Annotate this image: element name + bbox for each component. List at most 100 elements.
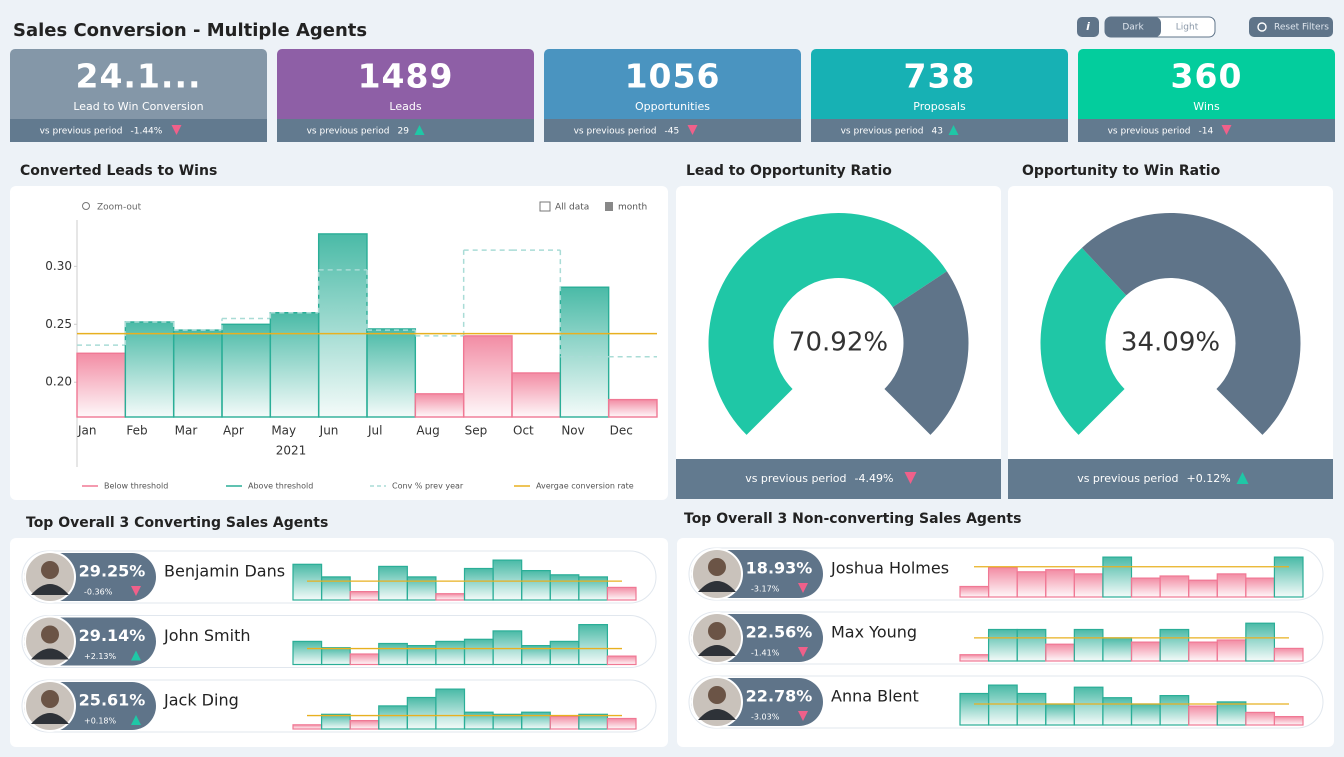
- agent-value: 22.56%: [746, 623, 813, 642]
- trend-arrow: [904, 472, 917, 484]
- gauge-strip: [676, 459, 1001, 499]
- spark-bar: [1045, 703, 1075, 726]
- gauge-rest-arc: [884, 271, 969, 435]
- kpi-label: Leads: [389, 100, 421, 113]
- theme-dark[interactable]: [1105, 17, 1161, 37]
- spark-bar: [349, 590, 380, 601]
- zoom-icon: [82, 202, 90, 210]
- spark-bar: [349, 719, 380, 730]
- spark-bar: [492, 630, 523, 666]
- spark-bar: [606, 655, 637, 666]
- x-tick-label: Jun: [319, 424, 339, 438]
- agent-delta: -3.03%: [751, 713, 780, 722]
- spark-bar: [578, 713, 609, 730]
- x-axis-label: 2021: [276, 444, 307, 458]
- x-tick-label: Sep: [465, 424, 488, 438]
- trend-arrow: [1221, 125, 1232, 135]
- kpi-strip: [544, 119, 801, 142]
- spark-bar: [463, 638, 494, 666]
- section-title: Converted Leads to Wins: [20, 163, 217, 179]
- section-title: Top Overall 3 Non-converting Sales Agent…: [684, 511, 1021, 527]
- kpi-strip: [811, 119, 1068, 142]
- spark-bar: [492, 559, 523, 601]
- kpi-value: 738: [904, 57, 976, 96]
- kpi-delta: -45: [665, 127, 680, 137]
- spark-bar: [1159, 694, 1190, 726]
- gauge-value: 34.09%: [1121, 328, 1220, 358]
- gauge-value: 70.92%: [789, 328, 888, 358]
- agent-photo-head: [708, 622, 726, 640]
- agent-name: Joshua Holmes: [830, 559, 949, 578]
- kpi-card: [10, 49, 267, 142]
- spark-bar: [1216, 573, 1247, 598]
- spark-bar: [463, 567, 494, 601]
- trend-arrow: [131, 715, 141, 725]
- theme-dark-label: Dark: [1122, 23, 1144, 33]
- x-tick-label: Jan: [77, 424, 97, 438]
- bar: [317, 233, 368, 418]
- kpi-strip: [10, 119, 267, 142]
- trend-arrow: [798, 647, 808, 657]
- kpi-strip: [1078, 119, 1335, 142]
- agent-delta: -3.17%: [751, 585, 780, 594]
- spark-bar: [1273, 647, 1304, 662]
- filter-data[interactable]: All data: [555, 203, 589, 213]
- kpi-compare: vs previous period: [574, 127, 657, 137]
- legend-label: Below threshold: [104, 482, 168, 491]
- x-tick-label: Aug: [416, 424, 439, 438]
- kpi-delta: -1.44%: [131, 127, 163, 137]
- spark-bar: [1188, 641, 1218, 662]
- spark-bar: [959, 692, 990, 726]
- spark-bar: [1245, 577, 1276, 598]
- spark-bar: [320, 576, 351, 601]
- agent-photo-head: [41, 690, 59, 708]
- spark-bar: [320, 713, 351, 730]
- kpi-compare: vs previous period: [307, 127, 390, 137]
- gauge-strip: [1008, 459, 1333, 499]
- x-tick-label: Dec: [610, 424, 633, 438]
- agent-name: John Smith: [163, 626, 250, 645]
- filter-period[interactable]: month: [618, 203, 647, 213]
- bar: [559, 286, 610, 418]
- x-tick-label: Mar: [175, 424, 198, 438]
- spark-bar: [1102, 556, 1133, 598]
- bar: [221, 323, 272, 418]
- gauge-rest-arc: [1081, 213, 1301, 435]
- trend-arrow: [948, 125, 959, 135]
- section-title: Opportunity to Win Ratio: [1022, 163, 1221, 179]
- bar: [124, 321, 175, 418]
- reset-button[interactable]: [1249, 17, 1333, 37]
- zoom-out[interactable]: Zoom-out: [97, 203, 142, 213]
- kpi-delta: 29: [398, 127, 410, 137]
- gauge-delta: +0.12%: [1187, 472, 1231, 485]
- agent-photo-body: [31, 584, 69, 595]
- spark-bar: [606, 717, 637, 730]
- kpi-value: 1056: [625, 57, 721, 96]
- agent-value: 29.14%: [79, 626, 146, 645]
- spark-bar: [1130, 577, 1161, 598]
- spark-bar: [1273, 715, 1304, 726]
- page-title: Sales Conversion - Multiple Agents: [13, 20, 367, 41]
- spark-bar: [320, 647, 351, 666]
- agent-name: Benjamin Dans: [164, 562, 285, 581]
- agent-photo-body: [31, 713, 69, 724]
- spark-bar: [435, 593, 466, 601]
- agent-photo-head: [41, 625, 59, 644]
- x-tick-label: Oct: [513, 424, 534, 438]
- spark-bar: [521, 711, 551, 730]
- info-button[interactable]: [1077, 17, 1099, 37]
- spark-bar: [378, 642, 408, 666]
- spark-bar: [987, 566, 1018, 598]
- gauge-delta: -4.49%: [855, 472, 894, 485]
- agent-photo-body: [698, 581, 736, 592]
- spark-bar: [1073, 628, 1104, 662]
- spark-bar: [435, 688, 466, 730]
- agent-name: Anna Blent: [831, 687, 919, 706]
- trend-arrow: [1236, 472, 1249, 484]
- spark-bar: [292, 640, 323, 666]
- agent-value: 29.25%: [79, 562, 146, 581]
- spark-bar: [1159, 575, 1190, 598]
- agent-name: Max Young: [831, 623, 917, 642]
- legend-label: Above threshold: [248, 482, 313, 491]
